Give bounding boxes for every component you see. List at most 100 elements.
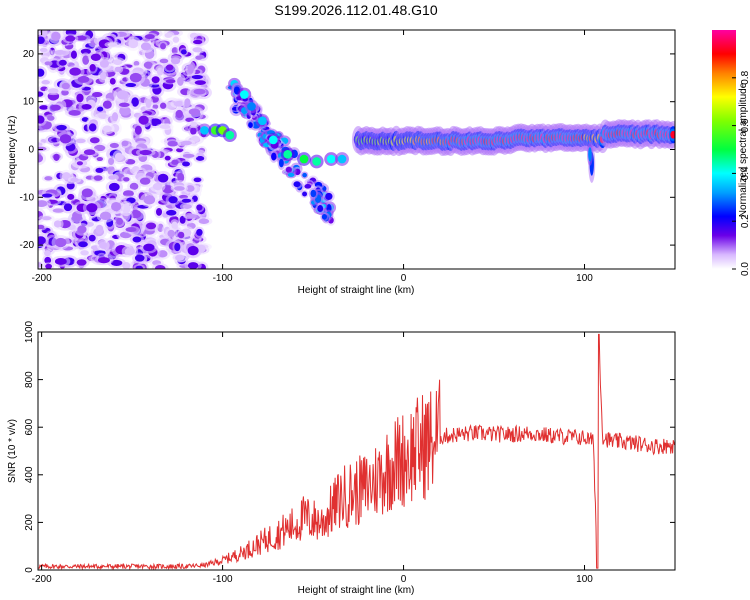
heatmap-cell (160, 43, 166, 50)
heatmap-cell (109, 142, 119, 149)
heatmap-cell (168, 196, 178, 204)
heatmap-cell (99, 59, 110, 68)
heatmap-cell (114, 66, 122, 73)
heatmap-cell (53, 153, 60, 161)
heatmap-cell (166, 209, 177, 216)
heatmap-cell (188, 108, 201, 116)
heatmap-cell (190, 127, 197, 135)
bottom-y-ticks: 0 200 400 600 800 1000 (24, 320, 675, 573)
colorbar-gradient (712, 30, 736, 269)
x-tick-label: 0 (401, 273, 407, 284)
heatmap-cell (39, 47, 48, 53)
heatmap-cell (121, 140, 129, 147)
heatmap-cell (131, 97, 139, 107)
heatmap-cell (271, 152, 277, 161)
heatmap-cell (184, 98, 191, 108)
snr-frame (37, 331, 676, 571)
heatmap-cell (38, 200, 48, 208)
heatmap-cell (193, 88, 206, 95)
heatmap-cell (93, 175, 103, 181)
heatmap-cell (173, 100, 185, 107)
heatmap-cell (181, 198, 192, 203)
heatmap-cell (268, 135, 278, 145)
bottom-y-axis-label: SNR (10 * v/v) (7, 419, 18, 483)
colorbar-tick-label: 0.4 (740, 166, 750, 180)
heatmap-cell (139, 177, 151, 185)
heatmap-cell (122, 190, 134, 197)
heatmap-cell (110, 259, 123, 267)
y-tick-label: -20 (20, 240, 35, 251)
heatmap-cell (139, 149, 152, 156)
heatmap-cell (155, 265, 166, 269)
heatmap-cell (179, 215, 186, 224)
x-tick-label: -200 (32, 273, 52, 284)
heatmap-cell (88, 123, 97, 132)
heatmap-cell (177, 231, 185, 239)
heatmap-cell (140, 42, 151, 51)
heatmap-cell (144, 34, 155, 40)
heatmap-cell (70, 177, 79, 182)
top-y-ticks: -20 -10 0 10 20 (20, 49, 675, 251)
heatmap-cell (53, 220, 62, 228)
heatmap-cell (77, 225, 87, 234)
heatmap-cell (143, 195, 156, 205)
top-x-ticks: -200 -100 0 100 (32, 30, 593, 284)
heatmap-cell (123, 177, 130, 182)
heatmap-cell (129, 182, 139, 190)
heatmap-cell (193, 177, 202, 183)
heatmap-cell (133, 60, 140, 67)
heatmap-cell (82, 55, 90, 65)
heatmap-cell (164, 32, 173, 38)
heatmap-cell (44, 250, 51, 257)
heatmap-cell (151, 76, 160, 84)
heatmap-cell (159, 58, 169, 64)
heatmap-cell (81, 188, 93, 198)
heatmap-cell (293, 181, 301, 188)
heatmap-cell (325, 192, 333, 200)
heatmap-cell (171, 159, 179, 165)
heatmap-cell (70, 50, 77, 59)
heatmap-cell (77, 75, 90, 83)
heatmap-cell (113, 59, 123, 66)
heatmap-cell (175, 254, 185, 261)
heatmap-cell (111, 112, 119, 122)
heatmap-cell (75, 138, 86, 144)
heatmap-cell (247, 102, 256, 111)
heatmap-cell (50, 104, 61, 111)
heatmap-cell (182, 204, 192, 209)
heatmap-cell (95, 224, 104, 235)
heatmap-cell (135, 265, 143, 269)
heatmap-cell (59, 134, 72, 144)
heatmap-cell (157, 173, 169, 183)
heatmap-cell (187, 262, 199, 269)
heatmap-cell (180, 140, 192, 146)
heatmap-cell (86, 203, 98, 213)
heatmap-cell (145, 98, 152, 108)
heatmap-cell (283, 149, 293, 159)
heatmap-cell (302, 191, 308, 197)
heatmap-cell (108, 157, 115, 166)
chart-title: S199.2026.112.01.48.G10 (274, 2, 437, 18)
heatmap-cell (326, 154, 336, 164)
heatmap-cell (187, 245, 199, 256)
colorbar-tick-label: 0.8 (740, 70, 750, 84)
x-tick-label: -200 (32, 574, 52, 585)
heatmap-cell (108, 182, 120, 192)
heatmap-cell (96, 106, 104, 112)
bottom-x-axis-label: Height of straight line (km) (298, 585, 415, 596)
heatmap-cell (180, 49, 187, 55)
heatmap-cell (38, 68, 45, 77)
heatmap-cell (167, 229, 176, 238)
heatmap-cell (287, 172, 295, 178)
snr-series-line (38, 333, 675, 570)
heatmap-cell (177, 172, 185, 183)
heatmap-cell (54, 50, 66, 55)
heatmap-cell (119, 106, 131, 116)
heatmap-cell (182, 153, 195, 158)
heatmap-cell (312, 157, 322, 166)
heatmap-cell (89, 64, 96, 72)
heatmap-cell (108, 175, 117, 180)
heatmap-cell (99, 241, 108, 249)
